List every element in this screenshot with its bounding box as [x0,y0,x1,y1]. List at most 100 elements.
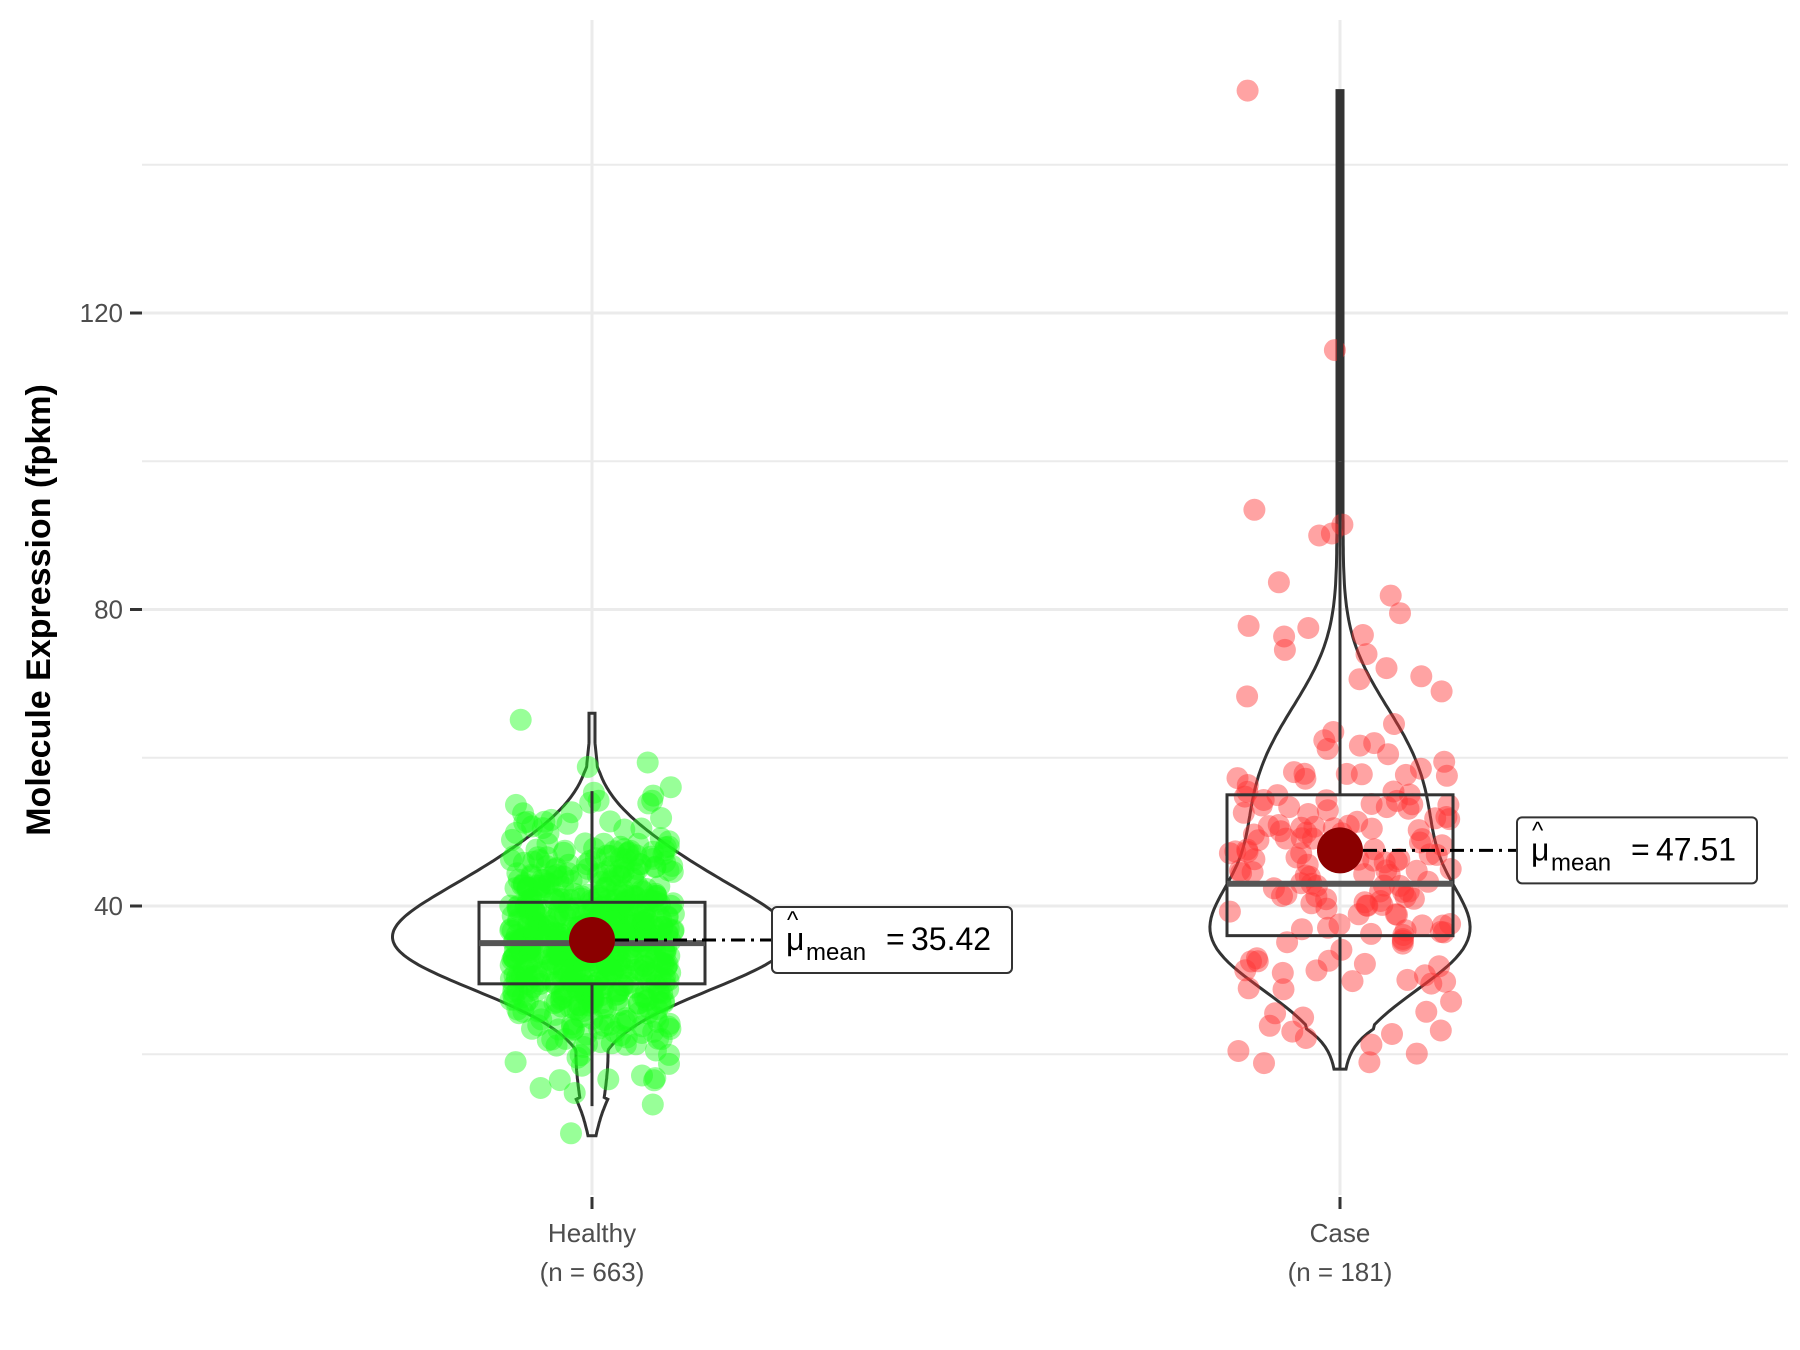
data-point [517,915,539,938]
data-point [545,1034,568,1057]
data-point [604,903,627,925]
data-point [621,884,644,907]
violins [391,89,1472,1138]
data-point [536,832,559,855]
data-point [627,958,650,981]
data-point [1355,894,1378,917]
data-point [1434,970,1457,993]
data-point [635,989,658,1012]
data-point [577,974,600,997]
mean-hat: ^ [1532,817,1544,844]
data-point [1247,829,1270,852]
data-point [630,1022,653,1044]
data-point [588,1017,611,1040]
data-point [547,1018,570,1041]
data-point [629,853,652,876]
data-point [1375,657,1398,680]
data-point [529,1077,552,1099]
data-point [608,864,631,887]
data-point [622,959,645,982]
data-point [1379,584,1402,607]
data-point [615,1007,638,1030]
data-point [541,865,563,888]
data-point [1382,780,1405,803]
data-point [500,917,522,940]
data-point [543,887,566,910]
data-point [552,961,575,984]
data-point [507,908,530,931]
data-point [646,998,669,1020]
data-point [642,847,665,870]
data-point [632,910,655,932]
data-point [563,1082,586,1104]
data-point [1439,913,1462,935]
data-point [1353,952,1376,975]
data-point [1371,893,1394,916]
data-point [657,918,680,940]
data-point [637,792,660,815]
data-point [546,953,569,976]
data-point [503,947,526,970]
data-point [588,884,611,906]
data-point [613,889,636,912]
data-point [577,983,600,1006]
data-point [518,979,541,1002]
grid [142,20,1788,1195]
data-point [618,911,641,934]
data-point [577,898,600,921]
data-point [647,1010,670,1033]
data-point [645,1006,668,1029]
data-point [1401,793,1424,816]
data-point [609,835,632,858]
data-point [1317,949,1340,972]
data-point [517,951,540,974]
means: ^μ mean = 35.42^μ mean = 47.51 [569,816,1758,974]
data-point [565,976,588,999]
data-point [515,894,537,917]
data-point [576,755,599,778]
data-point [1294,767,1317,790]
data-point [653,989,676,1012]
data-point [512,958,535,980]
data-point [1377,743,1400,766]
data-point [640,845,663,868]
data-point [642,1020,665,1043]
data-point [516,954,539,977]
data-point [1271,961,1294,984]
data-point [1315,888,1338,911]
data-point [593,876,616,899]
data-point [512,851,535,874]
data-point [650,908,673,931]
data-point [517,876,539,899]
data-point [528,970,551,993]
data-point [573,982,596,1005]
data-point [552,841,575,864]
data-point [649,951,672,974]
data-point [1305,885,1328,908]
data-point [507,894,530,917]
data-point [600,1032,623,1055]
data-point [1409,757,1432,780]
data-point [611,974,634,997]
data-point [552,865,575,888]
data-point [1242,823,1265,846]
data-point [608,994,631,1016]
data-point [598,844,621,867]
data-point [599,810,622,833]
data-point [528,876,551,899]
data-point [618,888,641,911]
data-point [566,1046,589,1069]
data-point [559,905,582,928]
data-point [1243,848,1266,871]
data-point [569,863,592,886]
data-point [522,850,544,873]
data-point [1236,685,1259,708]
data-point [615,848,637,871]
data-point [507,868,530,891]
data-point [502,975,525,998]
data-point [529,915,552,937]
data-point [503,845,526,868]
data-point [654,836,677,859]
data-point [521,913,544,936]
